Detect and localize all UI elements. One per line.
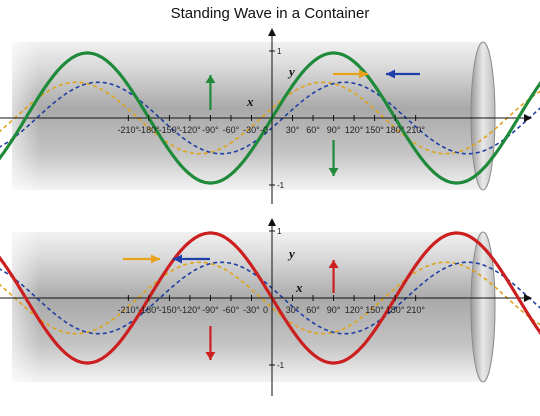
y-axis-label: y [287,246,295,261]
tube-fade [0,42,40,190]
x-axis-label: x [295,280,303,295]
container-tube [12,42,486,190]
orange-right-arrow [333,69,368,79]
y-axis-label: y [287,64,295,79]
x-tick-label: -210° [118,125,140,135]
x-tick-label: 90° [327,305,341,315]
top-panel: -210°-180°-150°-120° -90° -60° -30° 30° 60° 90… [0,28,540,204]
x-tick-label: 150° [365,125,384,135]
tube-fade [0,232,40,382]
down-arrow-head [205,352,216,360]
up-arrow-head [328,260,339,268]
x-tick-label: 30° [286,125,300,135]
x-tick-label-origin: 0 [263,305,268,315]
blue-left-arrow [386,69,420,79]
diagram-title: Standing Wave in a Container [170,5,370,22]
orange-right-arrow-head [151,254,160,264]
orange-travelling-wave [0,261,540,335]
y-tick-label: 1 [277,47,282,56]
x-tick-label: 210° [406,125,425,135]
x-tick-label: 120° [345,305,364,315]
x-tick-label: 30° [286,305,300,315]
orange-right-arrow-head [359,69,368,79]
bottom-panel: -210°-180°-150°-120° -90° -60° -30° 30° 60° 90… [0,218,540,396]
x-tick-label: -150° [159,305,181,315]
x-tick-label: 60° [306,125,320,135]
orange-travelling-wave [0,81,540,155]
x-tick-label: -60° [223,125,240,135]
x-tick-label: -120° [179,125,201,135]
x-tick-label: -210° [118,305,140,315]
y-tick-label: 1 [277,227,282,236]
container-end-cap [470,231,496,383]
orange-right-arrow [123,254,160,264]
y-tick-label: -1 [277,181,285,190]
blue-left-arrow-head [173,254,182,264]
blue-left-arrow [173,254,210,264]
down-arrow [328,140,339,176]
x-tick-label: 180° [386,305,405,315]
up-arrow [205,75,216,110]
x-tick-label-origin: -0 [260,125,268,135]
x-tick-label: 210° [406,305,425,315]
down-arrow-head [328,168,339,176]
x-tick-label: 180° [386,125,405,135]
container-tube [12,232,486,382]
blue-left-arrow-head [386,69,395,79]
x-tick-label: 90° [327,125,341,135]
x-axis-label: x [246,94,254,109]
x-tick-label: -30° [243,125,260,135]
x-tick-label: 150° [365,305,384,315]
x-tick-label: 120° [345,125,364,135]
x-tick-label: -180° [138,125,160,135]
x-tick-label: -60° [223,305,240,315]
x-tick-label: -150° [159,125,181,135]
y-tick-label: -1 [277,361,285,370]
x-tick-label: -30° [243,305,260,315]
x-tick-label: 60° [306,305,320,315]
up-arrow [328,260,339,293]
up-arrow-head [205,75,216,83]
x-tick-label: -90° [202,305,219,315]
x-tick-label: -180° [138,305,160,315]
x-tick-label: -120° [179,305,201,315]
down-arrow [205,326,216,360]
x-tick-label: -90° [202,125,219,135]
